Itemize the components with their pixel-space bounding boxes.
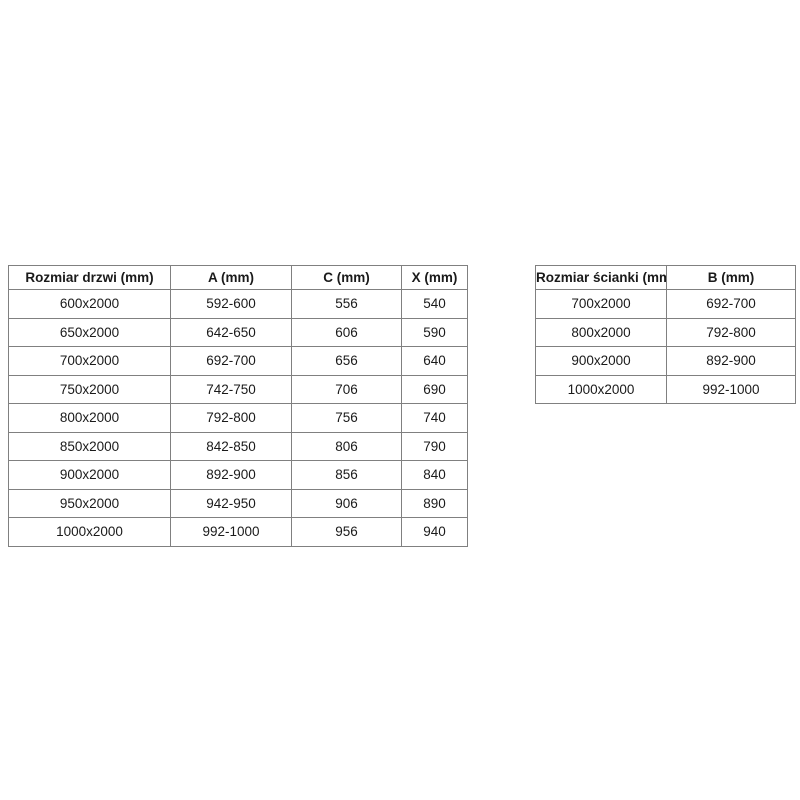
table-cell: 650x2000	[8, 317, 171, 347]
header-cell-b-mm: B (mm)	[666, 265, 796, 290]
wall-table-header-row: Rozmiar ścianki (mm) B (mm)	[535, 265, 796, 290]
table-cell: 750x2000	[8, 374, 171, 404]
table-row: 700x2000 692-700	[535, 289, 796, 319]
table-cell: 792-800	[666, 317, 796, 347]
table-row: 1000x2000 992-1000 956 940	[8, 517, 468, 547]
header-cell-rozmiar-drzwi: Rozmiar drzwi (mm)	[8, 265, 171, 290]
table-row: 800x2000 792-800 756 740	[8, 403, 468, 433]
table-cell: 590	[401, 317, 468, 347]
table-cell: 740	[401, 403, 468, 433]
table-cell: 992-1000	[170, 517, 292, 547]
table-cell: 690	[401, 374, 468, 404]
table-cell: 800x2000	[535, 317, 667, 347]
table-cell: 790	[401, 431, 468, 461]
table-cell: 906	[291, 488, 402, 518]
table-cell: 1000x2000	[8, 517, 171, 547]
table-row: 1000x2000 992-1000	[535, 374, 796, 404]
table-row: 900x2000 892-900 856 840	[8, 460, 468, 490]
doors-dimensions-table: Rozmiar drzwi (mm) A (mm) C (mm) X (mm) …	[8, 265, 468, 547]
wall-panel-dimensions-table: Rozmiar ścianki (mm) B (mm) 700x2000 692…	[535, 265, 796, 404]
doors-table-header-row: Rozmiar drzwi (mm) A (mm) C (mm) X (mm)	[8, 265, 468, 290]
table-row: 850x2000 842-850 806 790	[8, 431, 468, 461]
table-cell: 840	[401, 460, 468, 490]
table-row: 900x2000 892-900	[535, 346, 796, 376]
table-cell: 706	[291, 374, 402, 404]
table-cell: 956	[291, 517, 402, 547]
table-cell: 600x2000	[8, 289, 171, 319]
table-cell: 792-800	[170, 403, 292, 433]
table-cell: 800x2000	[8, 403, 171, 433]
table-cell: 556	[291, 289, 402, 319]
table-cell: 642-650	[170, 317, 292, 347]
table-cell: 806	[291, 431, 402, 461]
table-cell: 992-1000	[666, 374, 796, 404]
table-cell: 950x2000	[8, 488, 171, 518]
table-cell: 742-750	[170, 374, 292, 404]
table-cell: 856	[291, 460, 402, 490]
table-row: 750x2000 742-750 706 690	[8, 374, 468, 404]
header-cell-x-mm: X (mm)	[401, 265, 468, 290]
table-cell: 540	[401, 289, 468, 319]
table-cell: 692-700	[666, 289, 796, 319]
table-cell: 700x2000	[8, 346, 171, 376]
table-cell: 900x2000	[535, 346, 667, 376]
header-cell-rozmiar-scianki: Rozmiar ścianki (mm)	[535, 265, 667, 290]
table-cell: 656	[291, 346, 402, 376]
table-cell: 640	[401, 346, 468, 376]
table-row: 950x2000 942-950 906 890	[8, 488, 468, 518]
table-cell: 692-700	[170, 346, 292, 376]
table-cell: 756	[291, 403, 402, 433]
table-cell: 850x2000	[8, 431, 171, 461]
table-cell: 842-850	[170, 431, 292, 461]
table-cell: 942-950	[170, 488, 292, 518]
header-cell-c-mm: C (mm)	[291, 265, 402, 290]
table-cell: 892-900	[666, 346, 796, 376]
table-row: 800x2000 792-800	[535, 317, 796, 347]
table-cell: 700x2000	[535, 289, 667, 319]
table-row: 600x2000 592-600 556 540	[8, 289, 468, 319]
table-cell: 592-600	[170, 289, 292, 319]
table-cell: 890	[401, 488, 468, 518]
table-cell: 900x2000	[8, 460, 171, 490]
table-cell: 940	[401, 517, 468, 547]
table-row: 650x2000 642-650 606 590	[8, 317, 468, 347]
table-cell: 892-900	[170, 460, 292, 490]
header-cell-a-mm: A (mm)	[170, 265, 292, 290]
table-cell: 606	[291, 317, 402, 347]
table-row: 700x2000 692-700 656 640	[8, 346, 468, 376]
table-cell: 1000x2000	[535, 374, 667, 404]
